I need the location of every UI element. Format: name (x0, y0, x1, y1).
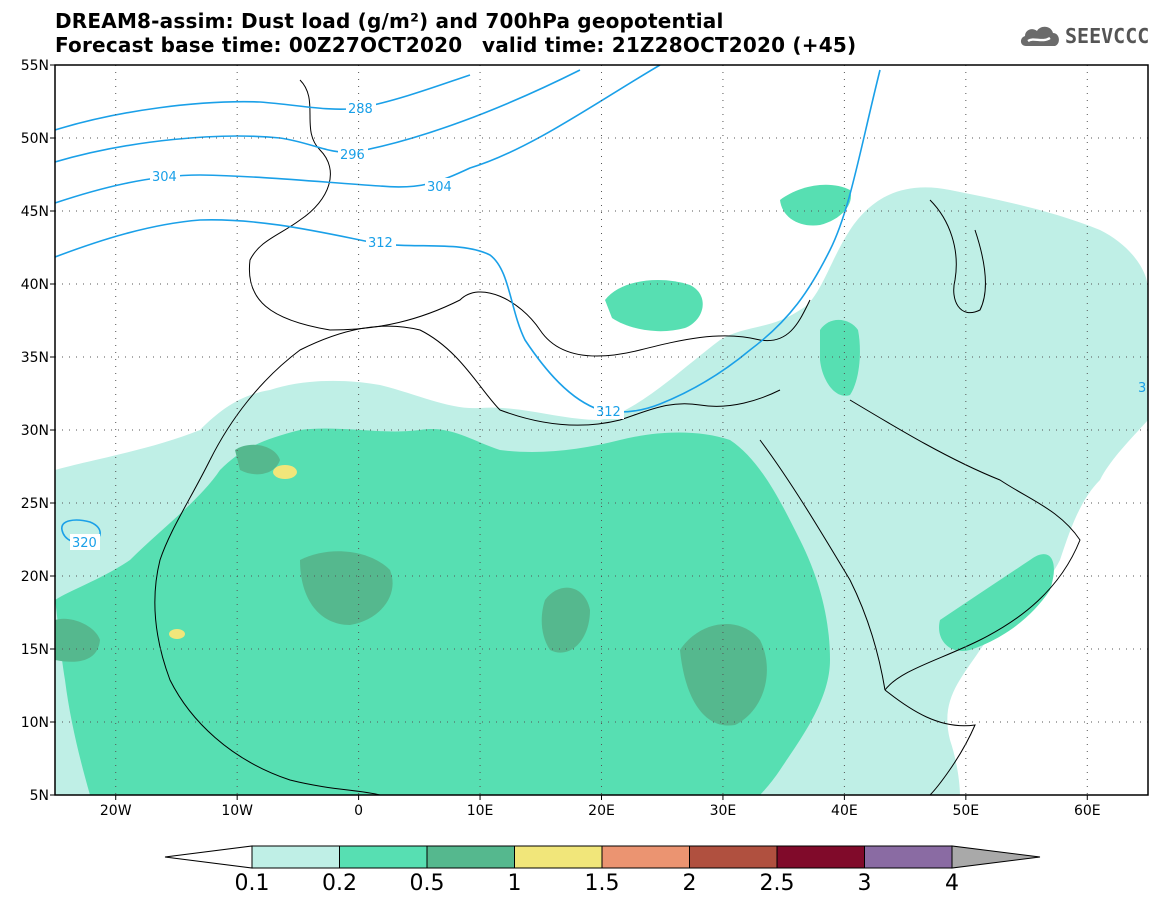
contour-label-edge: 3 (1138, 381, 1146, 396)
colorbar-label: 2 (683, 871, 697, 896)
valid-time: valid time: 21Z28OCT2020 (+45) (482, 33, 857, 57)
dust-band-0-5-a (300, 551, 393, 625)
lat-tick-label: 5N (30, 788, 49, 804)
lon-tick-label: 20E (588, 803, 615, 819)
coastlines (154, 79, 1081, 795)
seevccc-logo: SEEVCCC (1018, 22, 1149, 50)
lon-tick-label: 30E (710, 803, 737, 819)
contour-label-group: 288 296 304 304 312 312 320 3 (70, 100, 1146, 551)
map-title-line1: DREAM8-assim: Dust load (g/m²) and 700hP… (55, 9, 724, 33)
lat-tick-label: 15N (21, 642, 49, 658)
colorbar-under-arrow (164, 845, 253, 869)
colorbar-swatch-2 (426, 845, 515, 869)
lon-tick-label: 0 (354, 803, 363, 819)
colorbar-label: 0.1 (235, 871, 270, 896)
colorbar-label: 4 (945, 871, 959, 896)
lat-tick-label: 10N (21, 715, 49, 731)
lon-tick-label: 50E (952, 803, 979, 819)
coast-horn (884, 689, 976, 795)
contour-label-296: 296 (340, 148, 365, 163)
map-title-line2: Forecast base time: 00Z27OCT2020 (55, 33, 463, 57)
lon-tick-label: 40E (831, 803, 858, 819)
colorbar-label: 1.5 (585, 871, 620, 896)
dust-band-0-2-levant (820, 319, 860, 396)
dust-band-0-5-e (235, 444, 280, 475)
colorbar-swatch-0 (251, 845, 340, 869)
lon-tick-label: 60E (1074, 803, 1101, 819)
colorbar-swatch-7 (864, 845, 953, 869)
lat-tick-label: 45N (21, 204, 49, 220)
lon-tick-label: 10E (467, 803, 494, 819)
contour-label-320: 320 (72, 536, 97, 551)
lat-tick-label: 25N (21, 496, 49, 512)
dust-band-0-5-d (541, 587, 590, 653)
colorbar-swatch-3 (514, 845, 603, 869)
contour-label-304a: 304 (152, 170, 177, 185)
axis-ticks: 20W 10W 0 10E 20E 30E 40E 50E 60E 55N 50N 45N 40N 35N… (21, 58, 1101, 819)
colorbar-swatch-4 (601, 845, 690, 869)
coast-north-africa (209, 325, 781, 461)
lat-tick-label: 20N (21, 569, 49, 585)
coast-red-sea (759, 439, 886, 691)
contour-label-288: 288 (348, 102, 373, 117)
dust-band-0-2-caucasus (780, 184, 851, 226)
dust-spot-1 (273, 465, 297, 479)
lat-tick-label: 50N (21, 131, 49, 147)
coast-west-africa (154, 459, 381, 795)
colorbar-label: 0.5 (410, 871, 445, 896)
colorbar-over-arrow (951, 845, 1041, 869)
colorbar-swatch-1 (339, 845, 428, 869)
colorbar-swatch-6 (776, 845, 865, 869)
contour-288 (55, 74, 471, 131)
dust-band-0-5-c (55, 618, 100, 662)
coast-arabia (849, 399, 1081, 691)
dust-band-0-5-b (680, 623, 767, 726)
dust-band-0-2 (55, 428, 830, 795)
lon-tick-label: 20W (100, 803, 132, 819)
contour-label-304b: 304 (427, 180, 452, 195)
lat-tick-label: 55N (21, 58, 49, 74)
map-grid (55, 65, 1148, 795)
dust-spot-2 (169, 629, 185, 639)
colorbar-label: 2.5 (760, 871, 795, 896)
dust-load-shading (55, 184, 1148, 795)
lon-tick-label: 10W (221, 803, 253, 819)
contour-label-312a: 312 (368, 236, 393, 251)
colorbar-label: 3 (858, 871, 872, 896)
contour-296 (55, 69, 581, 163)
logo-text: SEEVCCC (1065, 24, 1150, 48)
contour-304 (55, 65, 661, 204)
coast-caspian (929, 199, 986, 314)
lat-tick-label: 35N (21, 350, 49, 366)
cloud-icon (1020, 26, 1059, 46)
dust-band-0-2-arabia (939, 554, 1054, 651)
lat-tick-label: 40N (21, 277, 49, 293)
dust-band-0-2-greece (605, 280, 703, 332)
colorbar-label: 0.2 (322, 871, 357, 896)
coast-europe (248, 79, 811, 357)
contour-312 (55, 69, 881, 413)
colorbar-swatch-5 (689, 845, 778, 869)
colorbar-label: 1 (508, 871, 522, 896)
contour-label-312b: 312 (596, 405, 621, 420)
colorbar: 0.1 0.2 0.5 1 1.5 2 2.5 3 4 (164, 845, 1041, 896)
lat-tick-label: 30N (21, 423, 49, 439)
